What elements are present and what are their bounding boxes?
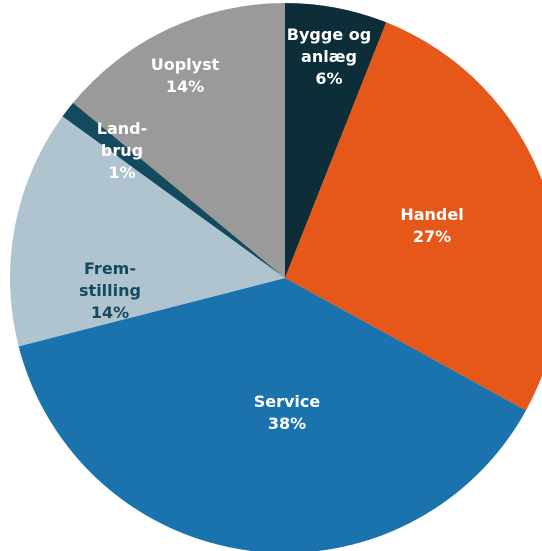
pie-slice [73,3,285,278]
slice-percent-label: 6% [315,69,342,88]
slice-percent-label: 27% [413,227,451,246]
slice-percent-label: 14% [91,303,129,322]
slice-category-label: anlæg [301,47,357,66]
pie-slice [285,3,387,278]
slice-percent-label: 14% [166,77,204,96]
slice-percent-label: 38% [268,414,306,433]
slice-category-label: Service [254,392,321,411]
slice-label: Bygge og anlæg 6% [287,25,371,88]
slice-category-label: Bygge og [287,25,371,44]
pie-slice [62,102,285,279]
slice-category-label: Frem- [84,259,136,278]
slice-category-label: Uoplyst [151,55,220,74]
pie-labels: Bygge og anlæg 6% Handel 27% Service 38% Frem-s… [79,25,464,433]
pie-slice [10,116,286,347]
slice-category-label: Handel [400,205,463,224]
slice-category-label: Land- [97,119,147,138]
slice-category-label: stilling [79,281,141,300]
pie-slice [18,278,526,551]
pie-slices [10,3,542,551]
slice-category-label: brug [101,141,143,160]
slice-label: Service 38% [254,392,321,433]
slice-label: Frem-stilling 14% [79,259,141,322]
slice-label: Land-brug 1% [97,119,147,182]
slice-percent-label: 1% [108,163,135,182]
slice-label: Handel 27% [400,205,463,246]
slice-label: Uoplyst 14% [151,55,220,96]
pie-slice [285,22,542,411]
